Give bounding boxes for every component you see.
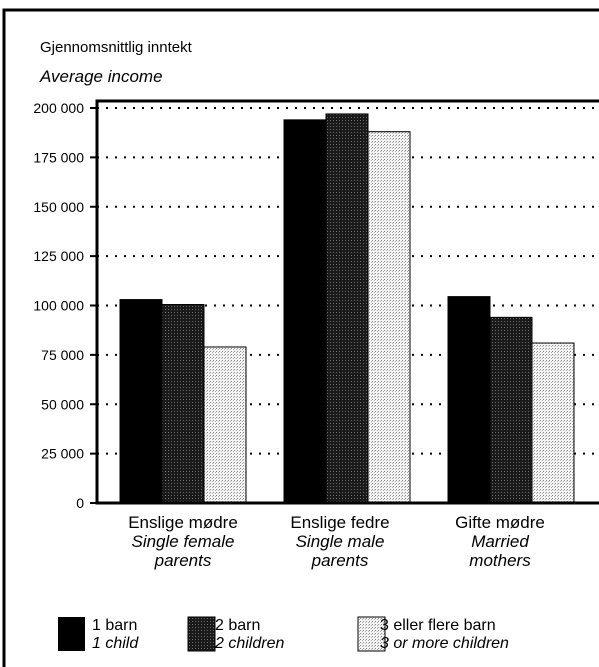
- y-tick-labels: 0 25 000 50 000 75 000 100 000 125 000 150 000…: [33, 100, 97, 511]
- legend: 1 barn 1 child 2 barn 2 children 3 eller…: [58, 616, 509, 652]
- legend-label-en: 2 children: [214, 635, 284, 652]
- bar-1-child: [283, 119, 327, 504]
- legend-label-en: 1 child: [92, 635, 139, 652]
- y-tick-label: 200 000: [33, 100, 84, 116]
- bar-2-children: [489, 316, 533, 504]
- bars: [119, 113, 575, 504]
- bar-1-child: [119, 299, 163, 504]
- category-labels: Enslige mødre Single female parents Ensl…: [128, 513, 545, 570]
- bar-2-children: [325, 113, 369, 504]
- category-label-line1: Gifte mødre: [455, 513, 545, 532]
- legend-label-en: 3 or more children: [380, 635, 509, 652]
- bar-3-or-more-children: [531, 342, 575, 504]
- y-tick-label: 50 000: [41, 396, 84, 412]
- y-tick-label: 25 000: [41, 446, 84, 462]
- category-label-line2: Married: [471, 532, 529, 551]
- legend-label: 3 eller flere barn: [380, 617, 496, 634]
- category-label-line3: parents: [154, 551, 212, 570]
- y-tick-label: 150 000: [33, 199, 84, 215]
- category-label-line1: Enslige mødre: [128, 513, 238, 532]
- y-tick-label: 175 000: [33, 149, 84, 165]
- plot-frame: [95, 99, 599, 505]
- category-label-line3: parents: [311, 551, 369, 570]
- legend-label: 2 barn: [215, 617, 260, 634]
- category-label-line3: mothers: [469, 551, 531, 570]
- y-tick-label: 75 000: [41, 347, 84, 363]
- chart-title: Gjennomsnittlig inntekt: [40, 39, 193, 56]
- outer-frame: [2, 8, 599, 667]
- legend-label: 1 barn: [92, 617, 137, 634]
- legend-swatch-3-or-more-children: [357, 616, 386, 652]
- y-tick-label: 125 000: [33, 248, 84, 264]
- category-label-line1: Enslige fedre: [290, 513, 389, 532]
- bar-3-or-more-children: [203, 346, 247, 504]
- bar-2-children: [161, 304, 205, 504]
- legend-swatch-2-children: [187, 616, 216, 652]
- category-label-line2: Single male: [296, 532, 385, 551]
- y-tick-label: 100 000: [33, 298, 84, 314]
- y-tick-label: 0: [76, 495, 84, 511]
- category-label-line2: Single female: [131, 532, 234, 551]
- bar-1-child: [447, 296, 491, 504]
- bar-3-or-more-children: [367, 131, 411, 504]
- legend-swatch-1-child: [58, 617, 85, 651]
- chart-subtitle: Average income: [39, 67, 163, 86]
